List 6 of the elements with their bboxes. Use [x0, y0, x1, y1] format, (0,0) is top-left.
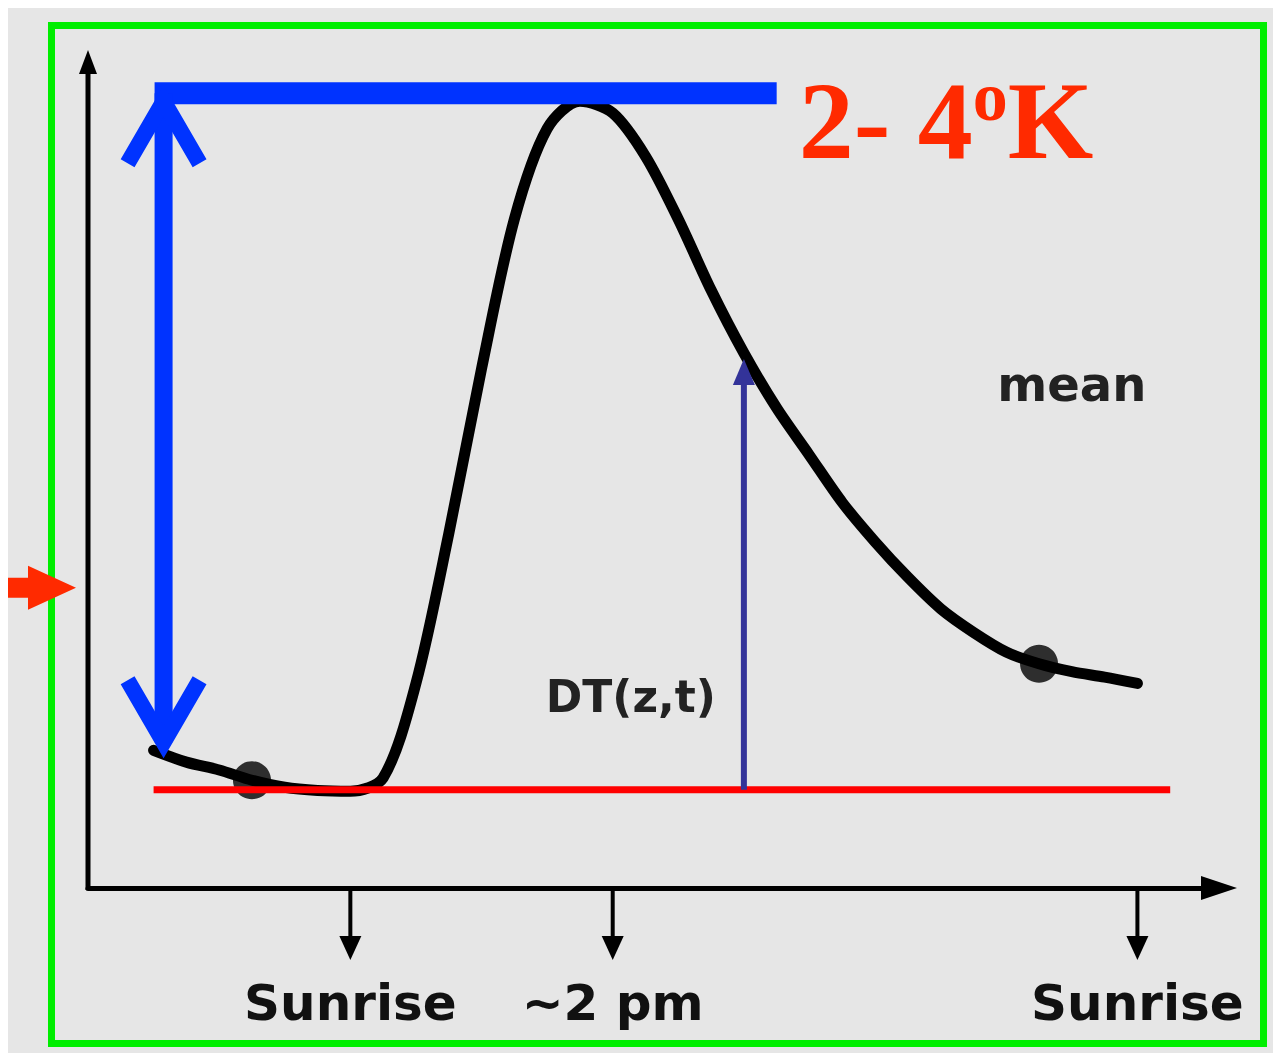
x-tick-label: Sunrise: [244, 974, 457, 1032]
annotation: 2- 4$^{o}$K: [798, 57, 1094, 183]
x-tick-label: ~2 pm: [521, 974, 704, 1032]
x-tick-label: Sunrise: [1031, 974, 1244, 1032]
annotation: mean: [997, 355, 1147, 412]
annotation: DT(z,t): [545, 670, 716, 722]
